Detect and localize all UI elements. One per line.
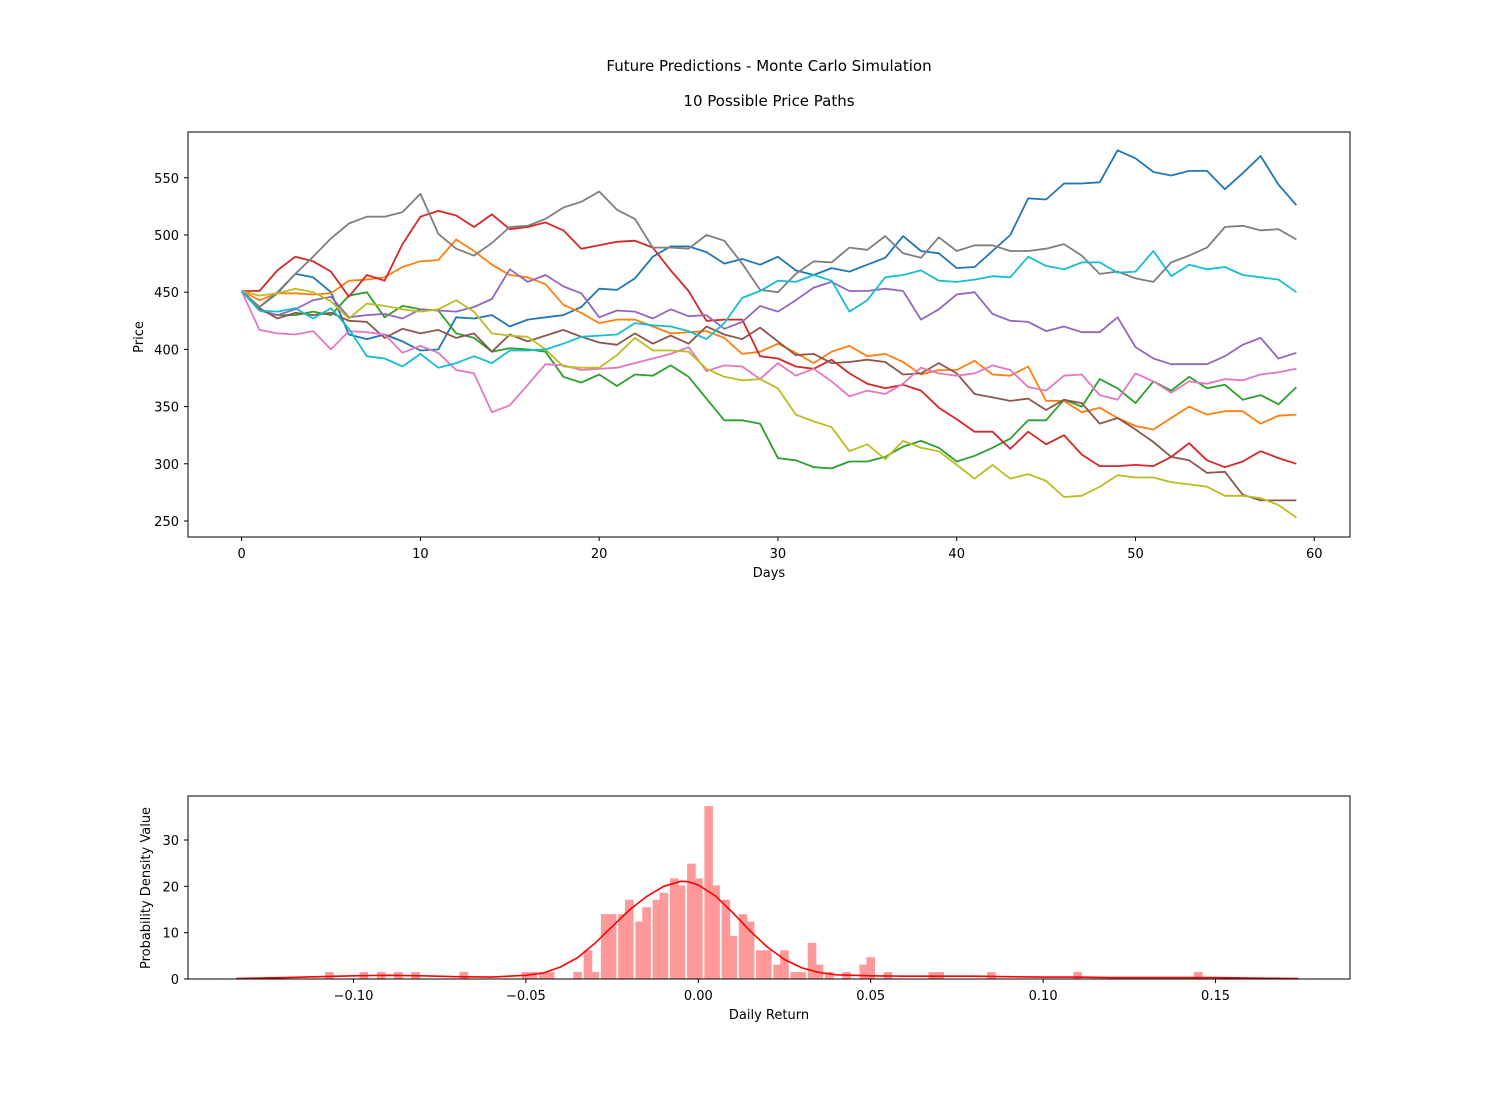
x-tick-label: 30 — [770, 547, 787, 562]
y-tick-label: 20 — [162, 880, 179, 895]
price-paths-x-axis: 0 10 20 30 40 50 60 — [237, 537, 1323, 562]
histogram-bar — [676, 885, 686, 979]
price-paths-y-axis-label: Price — [132, 321, 147, 353]
histogram-bar — [797, 972, 807, 979]
y-tick-label: 300 — [154, 458, 179, 473]
histogram-bar — [635, 921, 645, 979]
y-tick-label: 350 — [154, 401, 179, 416]
price-path-line-7 — [240, 290, 1297, 414]
y-tick-label: 550 — [154, 172, 179, 187]
histogram-bar — [694, 878, 703, 979]
returns-histogram-chart: −0.10 −0.05 0.00 0.05 0.10 0.15 0 10 20 30 Daily… — [139, 795, 1351, 1023]
price-paths-plot-frame — [187, 131, 1351, 538]
y-tick-label: 0 — [171, 973, 179, 988]
histogram-bar — [607, 914, 617, 979]
histogram-bar — [866, 957, 876, 979]
histogram-bar — [583, 950, 593, 979]
x-tick-label: 20 — [591, 547, 608, 562]
figure-suptitle: Future Predictions - Monte Carlo Simulat… — [606, 57, 931, 75]
x-tick-label: −0.10 — [334, 989, 374, 1004]
histogram-bar — [780, 950, 789, 979]
histogram-bar — [652, 899, 662, 979]
y-tick-label: 30 — [162, 834, 179, 849]
histogram-bar — [756, 950, 765, 979]
x-tick-label: 10 — [412, 547, 429, 562]
x-tick-label: 0.10 — [1029, 989, 1058, 1004]
histogram-bar — [728, 935, 738, 979]
price-paths-chart: 0 10 20 30 40 50 60 250 300 350 400 450 500 550 Days… — [132, 131, 1351, 581]
histogram-bar — [773, 964, 782, 979]
histogram-bar — [600, 914, 610, 979]
histogram-bar — [987, 972, 996, 979]
price-path-line-4 — [241, 210, 1297, 469]
x-tick-label: 50 — [1127, 547, 1144, 562]
x-tick-label: 0.05 — [856, 989, 885, 1004]
histogram-bar — [790, 972, 800, 979]
price-paths-y-axis: 250 300 350 400 450 500 550 — [154, 172, 188, 530]
histogram-bar — [687, 863, 696, 979]
x-tick-label: 40 — [948, 547, 965, 562]
histogram-bar — [625, 899, 634, 979]
returns-x-axis: −0.10 −0.05 0.00 0.05 0.10 0.15 — [334, 979, 1230, 1004]
x-tick-label: −0.05 — [506, 989, 546, 1004]
returns-x-axis-label: Daily Return — [729, 1008, 809, 1023]
returns-y-axis-label: Probability Density Value — [139, 807, 154, 969]
x-tick-label: 0.15 — [1201, 989, 1230, 1004]
histogram-bar — [459, 972, 469, 979]
histogram-bar — [642, 907, 651, 979]
y-tick-label: 400 — [154, 343, 179, 358]
y-tick-label: 500 — [154, 229, 179, 244]
y-tick-label: 450 — [154, 286, 179, 301]
histogram-bar — [538, 972, 548, 979]
x-tick-label: 60 — [1306, 547, 1323, 562]
histogram-bar — [618, 914, 627, 979]
histogram-bar — [711, 885, 720, 979]
price-path-line-3 — [240, 290, 1298, 470]
y-tick-label: 10 — [162, 927, 179, 942]
histogram-bar — [859, 964, 869, 979]
histogram-bar — [1073, 972, 1082, 979]
histogram-bar — [745, 921, 755, 979]
price-paths-chart-title: 10 Possible Price Paths — [683, 92, 854, 110]
price-path-line-10 — [240, 250, 1297, 369]
histogram-bar — [325, 972, 334, 979]
histogram-bar — [807, 942, 817, 979]
y-tick-label: 250 — [154, 515, 179, 530]
x-tick-label: 0 — [237, 547, 245, 562]
price-path-line-6 — [240, 290, 1297, 502]
price-path-line-9 — [241, 287, 1297, 519]
histogram-bar — [573, 972, 582, 979]
histogram-bar — [590, 972, 600, 979]
returns-histogram-bars — [325, 806, 1203, 979]
histogram-bar — [738, 914, 748, 979]
x-tick-label: 0.00 — [684, 989, 713, 1004]
price-paths-series-group — [240, 149, 1298, 519]
price-path-line-1 — [241, 149, 1298, 352]
returns-plot-frame — [187, 795, 1351, 980]
histogram-bar — [545, 972, 555, 979]
returns-y-axis: 0 10 20 30 — [162, 834, 188, 988]
price-paths-x-axis-label: Days — [753, 566, 786, 581]
histogram-bar — [721, 899, 731, 979]
histogram-bar — [762, 950, 772, 979]
histogram-bar — [1193, 972, 1203, 979]
histogram-bar — [528, 972, 538, 979]
histogram-bar — [825, 972, 834, 979]
histogram-bar — [669, 878, 679, 979]
histogram-bar — [659, 892, 669, 979]
returns-kde-curve — [236, 880, 1299, 980]
